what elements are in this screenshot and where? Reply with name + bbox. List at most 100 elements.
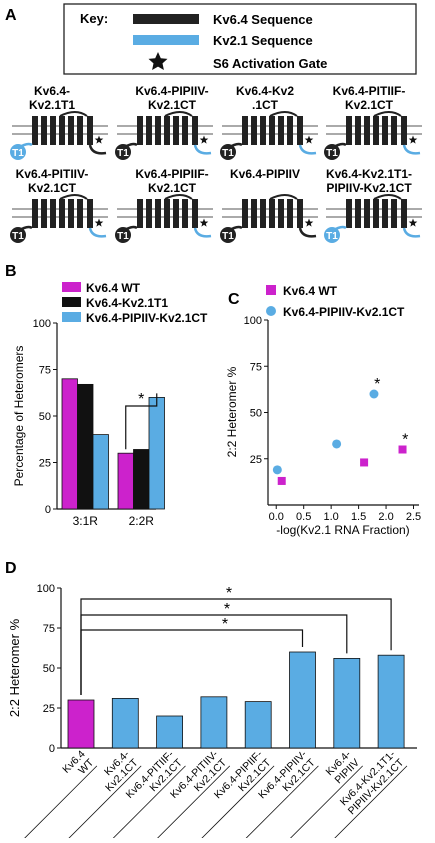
helix-s6 xyxy=(297,199,303,228)
helix-s4 xyxy=(59,199,65,228)
construct-name-line1: Kv6.4-PIPIIF- xyxy=(135,167,208,181)
pore-loop xyxy=(164,194,193,200)
helix-s4 xyxy=(373,199,379,228)
helix-s6 xyxy=(297,116,303,145)
chart-b: Kv6.4 WTKv6.4-Kv2.1T1Kv6.4-PIPIIV-Kv2.1C… xyxy=(12,281,208,528)
helix-s6 xyxy=(391,199,397,228)
helix-s6 xyxy=(182,199,188,228)
domain-t1 xyxy=(220,144,236,160)
data-point xyxy=(369,389,379,399)
x-tick-label: 1.5 xyxy=(351,511,366,523)
significance-bracket xyxy=(80,598,392,695)
bar xyxy=(156,715,184,749)
c-terminal-tail xyxy=(88,227,107,238)
domain-t1-label: T1 xyxy=(117,148,129,159)
helix-s2 xyxy=(355,116,361,145)
c-terminal-tail xyxy=(402,144,421,155)
construct-6: Kv6.4-PIPIIF-Kv2.1CT T1 xyxy=(115,167,213,243)
helix-s4 xyxy=(373,116,379,145)
helix-s3 xyxy=(155,199,161,228)
data-point xyxy=(272,465,282,475)
c-terminal-tail xyxy=(402,227,421,238)
legend-label: Kv6.4 WT xyxy=(86,281,141,295)
helix-s1 xyxy=(32,116,38,145)
key-label-kv64: Kv6.4 Sequence xyxy=(213,12,313,27)
bar xyxy=(333,658,361,749)
significance-star: * xyxy=(226,585,232,602)
construct-2: Kv6.4-PIPIIV-Kv2.1CT T1 xyxy=(115,84,213,160)
domain-t1 xyxy=(10,144,26,160)
construct-name-line2: PIPIIV-Kv2.1CT xyxy=(326,181,412,195)
helix-s4 xyxy=(164,199,170,228)
helix-s1 xyxy=(137,116,143,145)
helix-s5 xyxy=(173,116,179,145)
star-icon xyxy=(304,218,314,227)
y-tick-label: 75 xyxy=(39,365,51,377)
star-icon xyxy=(408,218,418,227)
c-terminal-tail xyxy=(298,144,317,155)
helix-s4 xyxy=(164,116,170,145)
bar xyxy=(377,654,405,749)
panel-label-d: D xyxy=(5,560,17,577)
significance-star: * xyxy=(374,376,380,393)
c-terminal-tail xyxy=(193,227,212,238)
helix-s4 xyxy=(59,116,65,145)
key-swatch-kv64 xyxy=(133,14,199,24)
construct-7: Kv6.4-PIPIIV T1 xyxy=(220,167,318,243)
helix-s5 xyxy=(278,199,284,228)
data-point xyxy=(277,476,286,485)
construct-name-line2: Kv2.1CT xyxy=(345,98,394,112)
x-tick-label: 2.0 xyxy=(378,511,393,523)
helix-s3 xyxy=(260,199,266,228)
pore-loop xyxy=(373,111,402,117)
significance-star: * xyxy=(402,431,408,448)
c-terminal-tail xyxy=(193,144,212,155)
tick-label-underline xyxy=(321,765,408,843)
y-tick-label: 50 xyxy=(250,408,262,420)
tick-label-underline xyxy=(11,765,98,843)
helix-s3 xyxy=(364,199,370,228)
tick-label-underline xyxy=(144,765,231,843)
helix-s6 xyxy=(192,199,198,228)
pore-loop xyxy=(59,111,88,117)
y-axis-label: 2:2 Heteromer % xyxy=(7,618,22,717)
y-tick-label: 50 xyxy=(39,411,51,423)
construct-name-line1: Kv6.4-Kv2.1T1- xyxy=(326,167,412,181)
construct-name-line2: .1CT xyxy=(252,98,279,112)
helix-s1 xyxy=(242,116,248,145)
y-tick-label: 100 xyxy=(37,583,55,595)
domain-t1 xyxy=(324,227,340,243)
helix-s6 xyxy=(287,116,293,145)
y-tick-label: 25 xyxy=(39,458,51,470)
helix-s4 xyxy=(269,199,275,228)
helix-s1 xyxy=(32,199,38,228)
helix-s2 xyxy=(146,199,152,228)
significance-bracket xyxy=(125,393,158,450)
star-icon xyxy=(199,218,209,227)
helix-s5 xyxy=(68,199,74,228)
bar xyxy=(67,699,95,749)
y-axis-label: 2:2 Heteromer % xyxy=(225,366,239,457)
tick-label-underline xyxy=(100,765,186,843)
construct-3: Kv6.4-Kv2.1CT T1 xyxy=(220,84,318,160)
helix-s3 xyxy=(260,116,266,145)
construct-1: Kv6.4-Kv2.1T1 T1 xyxy=(10,84,108,160)
data-point xyxy=(332,439,342,449)
x-tick-label: 3:1R xyxy=(73,514,99,528)
helix-s3 xyxy=(364,116,370,145)
y-tick-label: 0 xyxy=(45,504,51,516)
helix-s5 xyxy=(382,116,388,145)
construct-name-line2: Kv2.1T1 xyxy=(29,98,75,112)
helix-s2 xyxy=(41,116,47,145)
pore-loop xyxy=(269,111,298,117)
y-tick-label: 25 xyxy=(43,703,55,715)
x-tick-label: 2.5 xyxy=(406,511,421,523)
helix-s5 xyxy=(68,116,74,145)
key-label-gate: S6 Activation Gate xyxy=(213,56,327,71)
domain-t1 xyxy=(115,227,131,243)
legend-swatch xyxy=(62,282,81,292)
helix-s6 xyxy=(287,199,293,228)
tick-label-underline xyxy=(188,765,275,843)
x-tick-label: 0.5 xyxy=(296,511,311,523)
y-tick-label: 100 xyxy=(244,315,262,327)
